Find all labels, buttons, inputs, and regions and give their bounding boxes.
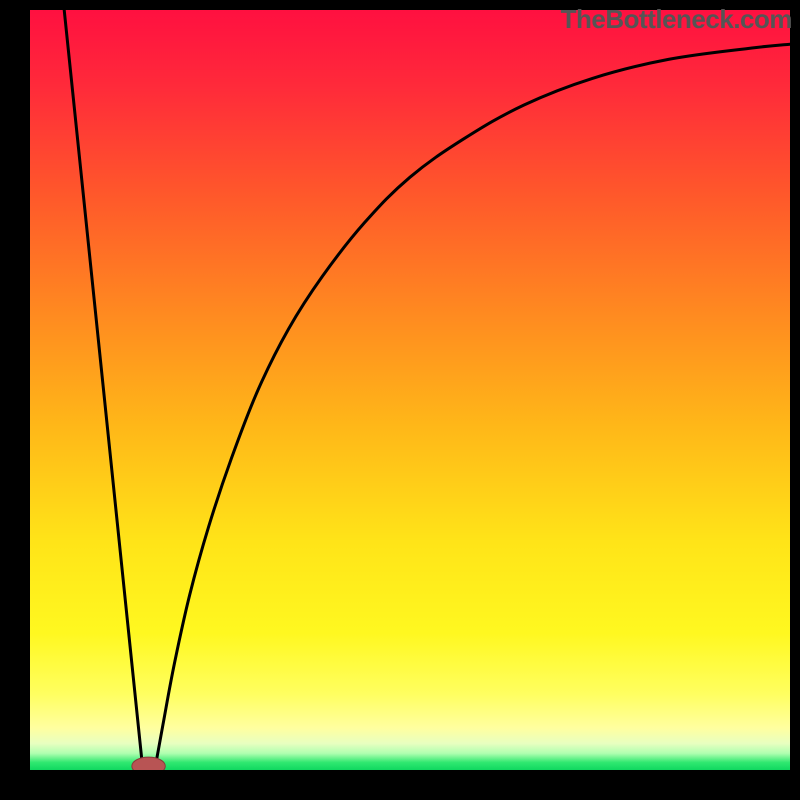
chart-container: TheBottleneck.com	[0, 0, 800, 800]
bottleneck-gradient-plot	[30, 10, 790, 770]
watermark-text: TheBottleneck.com	[561, 4, 792, 35]
plot-background	[30, 10, 790, 770]
